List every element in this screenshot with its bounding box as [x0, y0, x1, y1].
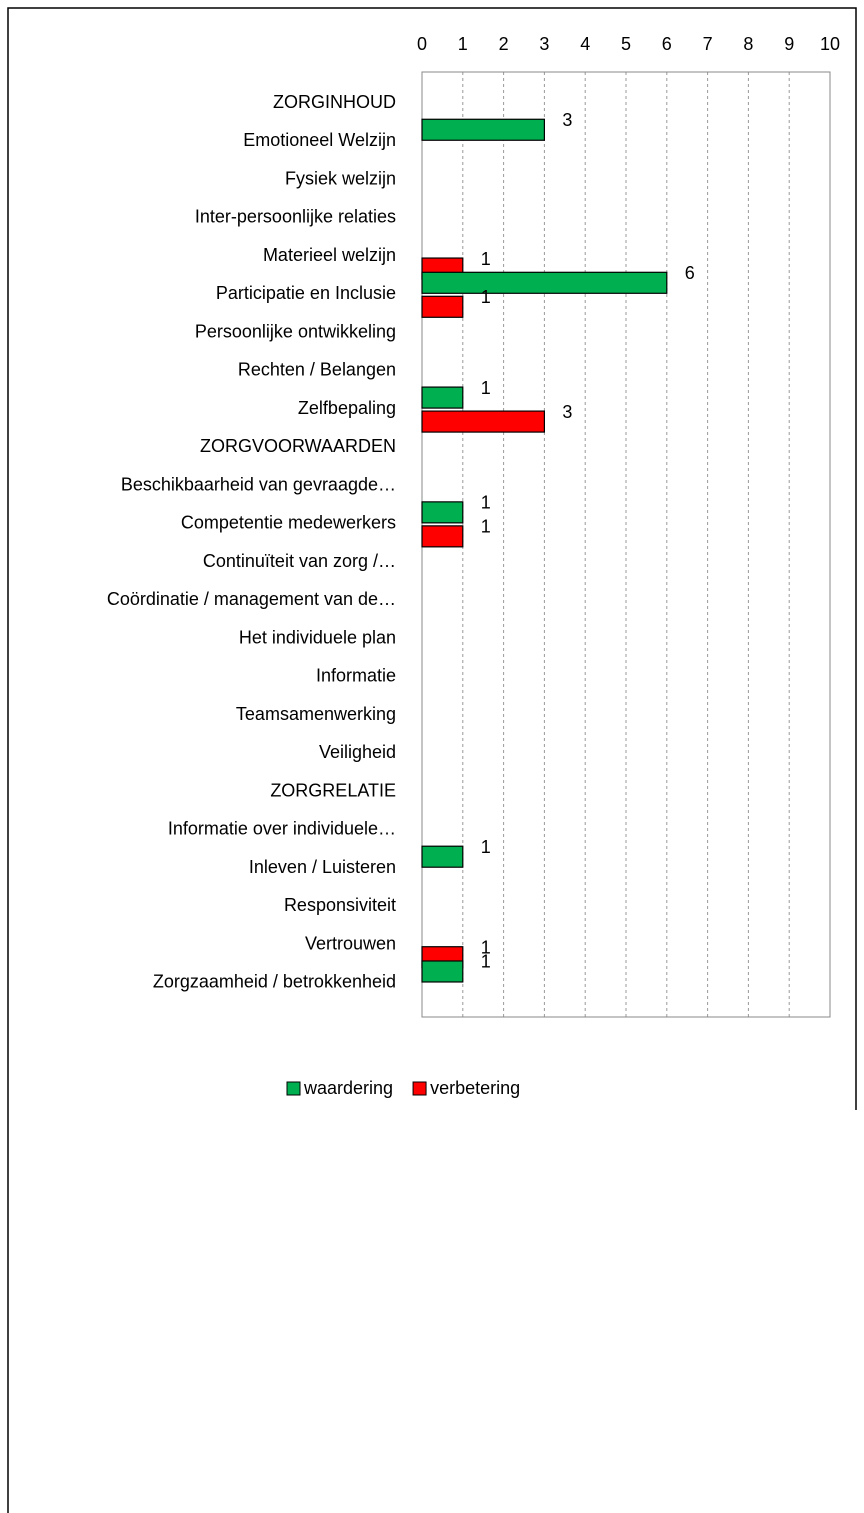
data-label: 3	[562, 110, 572, 130]
x-tick-label: 2	[499, 34, 509, 54]
y-tick-label: Zorgzaamheid / betrokkenheid	[153, 972, 396, 992]
y-tick-label: Zelfbepaling	[298, 398, 396, 418]
y-tick-label: Fysiek welzijn	[285, 168, 396, 188]
y-tick-label: ZORGINHOUD	[273, 92, 396, 112]
data-label: 1	[481, 517, 491, 537]
y-tick-label: Beschikbaarheid van gevraagde…	[121, 474, 396, 494]
x-tick-label: 1	[458, 34, 468, 54]
y-tick-label: Inter-persoonlijke relaties	[195, 207, 396, 227]
y-tick-label: Het individuele plan	[239, 627, 396, 647]
bar	[421, 525, 464, 548]
data-label: 1	[481, 249, 491, 269]
x-tick-label: 7	[703, 34, 713, 54]
data-label: 1	[481, 937, 491, 957]
bar	[421, 271, 668, 294]
bar	[421, 386, 464, 409]
data-label: 3	[562, 402, 572, 422]
bar	[421, 410, 546, 433]
bar	[421, 960, 464, 983]
legend-swatch	[286, 1081, 301, 1096]
x-tick-label: 0	[417, 34, 427, 54]
y-tick-label: Informatie over individuele…	[168, 819, 396, 839]
data-label: 1	[481, 287, 491, 307]
frame	[7, 7, 857, 1513]
bar	[421, 501, 464, 524]
legend-label: waardering	[303, 1078, 393, 1098]
data-label: 1	[481, 493, 491, 513]
y-tick-label: ZORGRELATIE	[270, 780, 396, 800]
x-tick-label: 8	[743, 34, 753, 54]
legend-swatch	[412, 1081, 427, 1096]
x-tick-label: 5	[621, 34, 631, 54]
y-tick-label: Rechten / Belangen	[238, 360, 396, 380]
data-label: 1	[481, 837, 491, 857]
y-tick-label: Veiligheid	[319, 742, 396, 762]
bar	[421, 295, 464, 318]
y-tick-label: ZORGVOORWAARDEN	[200, 436, 396, 456]
x-tick-label: 10	[820, 34, 840, 54]
data-label: 1	[481, 378, 491, 398]
y-tick-label: Continuïteit van zorg /…	[203, 551, 396, 571]
plot-area	[421, 71, 831, 1018]
y-tick-label: Participatie en Inclusie	[216, 283, 396, 303]
y-tick-label: Coördinatie / management van de…	[107, 589, 396, 609]
x-tick-label: 9	[784, 34, 794, 54]
y-tick-label: Emotioneel Welzijn	[243, 130, 396, 150]
y-tick-label: Vertrouwen	[305, 933, 396, 953]
x-tick-label: 4	[580, 34, 590, 54]
legend-label: verbetering	[430, 1078, 520, 1098]
y-tick-label: Responsiviteit	[284, 895, 396, 915]
bar	[421, 845, 464, 868]
y-tick-label: Materieel welzijn	[263, 245, 396, 265]
data-label: 1	[481, 952, 491, 972]
x-tick-label: 3	[539, 34, 549, 54]
y-tick-label: Persoonlijke ontwikkeling	[195, 321, 396, 341]
y-tick-label: Teamsamenwerking	[236, 704, 396, 724]
y-tick-label: Informatie	[316, 666, 396, 686]
x-tick-label: 6	[662, 34, 672, 54]
y-tick-label: Inleven / Luisteren	[249, 857, 396, 877]
bar	[421, 118, 546, 141]
y-tick-label: Competentie medewerkers	[181, 513, 396, 533]
data-label: 6	[685, 263, 695, 283]
